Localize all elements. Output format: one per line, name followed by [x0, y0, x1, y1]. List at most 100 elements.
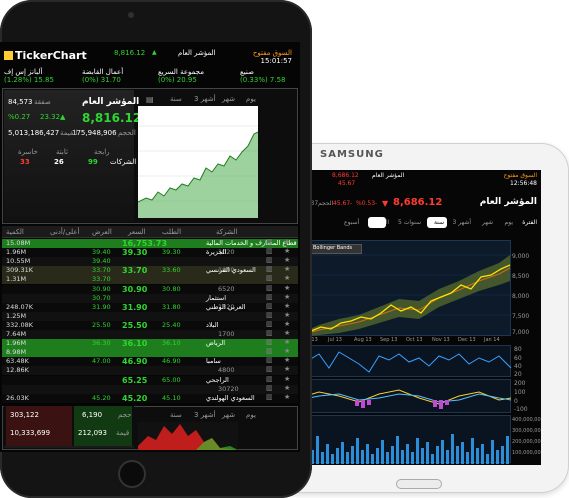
table-row[interactable]: 7.64M 1700 ▥ ★ — [2, 329, 298, 340]
row-price: 25.50 — [122, 320, 148, 330]
table-row[interactable]: 309.31K 33.70 33.70 33.60 1000 السعودي الفرنس… — [2, 265, 298, 276]
macd-panel[interactable] — [298, 379, 512, 413]
interval-select[interactable] — [368, 217, 386, 228]
table-row[interactable]: 1.96M 39.40 39.30 39.30 1020 الجزيرة ▥ ★ — [2, 247, 298, 258]
row-chart-icon[interactable]: ▥ — [266, 365, 273, 374]
tab-year[interactable]: سنة — [433, 219, 444, 226]
row-chart-icon[interactable]: ▥ — [266, 292, 273, 301]
table-row[interactable]: 30.90 30.90 30.80 6520 ▥ ★ — [2, 283, 298, 294]
liq-tab-day[interactable]: يوم — [246, 411, 256, 419]
value-amount: 5,013,186,427 — [8, 129, 60, 137]
row-star-icon[interactable]: ★ — [284, 310, 291, 319]
row-star-icon[interactable]: ★ — [284, 356, 291, 365]
table-row[interactable]: 1.25M ▥ ★ — [2, 310, 298, 321]
col-high-low[interactable]: أعلى/أدنى — [50, 228, 80, 236]
row-chart-icon[interactable]: ▥ — [266, 338, 273, 347]
liquidity-chart[interactable] — [138, 422, 238, 450]
ticker-index-name: المؤشر العام — [178, 49, 216, 57]
ticker-2-name[interactable]: أعمال القابضة — [82, 68, 124, 76]
row-chart-icon[interactable]: ▥ — [266, 247, 273, 256]
table-row[interactable]: 8.98M ▥ ★ — [2, 347, 298, 358]
tab-5years[interactable]: 5 سنوات — [398, 219, 421, 226]
col-ask[interactable]: الطلب — [162, 228, 182, 236]
col-bid[interactable]: العرض — [92, 228, 112, 236]
table-row[interactable]: 26.03K 45.20 45.20 45.10 السعودي الهولندي ▥ ★ — [2, 392, 298, 403]
tab-day[interactable]: يوم — [504, 219, 513, 226]
row-star-icon[interactable]: ★ — [284, 347, 291, 356]
row-star-icon[interactable]: ★ — [284, 338, 291, 347]
row-chart-icon[interactable]: ▥ — [266, 392, 273, 401]
tab-month[interactable]: شهر — [481, 219, 493, 226]
row-chart-icon[interactable]: ▥ — [266, 319, 273, 328]
table-row[interactable]: 15.08M 16,753.73 قطاع المصارف و الخدمات ال… — [2, 238, 298, 249]
index-chart[interactable] — [137, 106, 259, 218]
index-tab-month[interactable]: شهر — [222, 95, 235, 103]
row-star-icon[interactable]: ★ — [284, 319, 291, 328]
row-chart-icon[interactable]: ▥ — [266, 238, 273, 246]
row-chart-icon[interactable]: ▥ — [266, 329, 273, 337]
rsi-panel[interactable] — [298, 345, 512, 377]
price-chart-panel[interactable]: ✕ Bollinger Bands — [298, 240, 512, 337]
liq-tab-3months[interactable]: 3 أشهر — [194, 411, 216, 419]
volume-label: الحجم — [318, 200, 334, 207]
table-row[interactable]: 248.07K 31.90 31.90 31.80 1320 العربي الوطني ▥… — [2, 301, 298, 312]
row-price: 33.70 — [122, 266, 148, 276]
row-star-icon[interactable]: ★ — [284, 238, 291, 246]
table-row[interactable]: 332.08K 25.50 25.50 25.40 البلاد ▥ ★ — [2, 319, 298, 330]
table-row[interactable]: 30720 ▥ ★ — [2, 383, 298, 394]
row-chart-icon[interactable]: ▥ — [266, 274, 273, 283]
row-chart-icon[interactable]: ▥ — [266, 301, 273, 310]
ticker-4-name[interactable]: صنيع — [240, 68, 254, 76]
table-row[interactable]: 63.48K 47.00 46.90 46.90 سامبا ▥ ★ — [2, 356, 298, 367]
row-star-icon[interactable]: ★ — [284, 265, 291, 274]
row-star-icon[interactable]: ★ — [284, 383, 291, 392]
row-star-icon[interactable]: ★ — [284, 247, 291, 256]
chart-icon[interactable]: ▤ — [146, 95, 154, 104]
row-chart-icon[interactable]: ▥ — [266, 383, 273, 392]
row-chart-icon[interactable]: ▥ — [266, 347, 273, 356]
row-chart-icon[interactable]: ▥ — [266, 283, 273, 292]
row-chart-icon[interactable]: ▥ — [266, 356, 273, 365]
ipad-home-button[interactable] — [118, 460, 146, 488]
table-row[interactable]: 30.70 استثمار ▥ ★ — [2, 292, 298, 303]
row-chart-icon[interactable]: ▥ — [266, 374, 273, 383]
table-row[interactable]: 1.96M 36.30 36.10 36.10 الرياض ▥ ★ — [2, 338, 298, 349]
table-row[interactable]: 1.31M 33.70 ▥ ★ — [2, 274, 298, 285]
samsung-home-button[interactable] — [396, 479, 442, 489]
row-star-icon[interactable]: ★ — [284, 283, 291, 292]
watchlist-table: 15.08M 16,753.73 قطاع المصارف و الخدمات ال… — [2, 239, 298, 403]
liq-tab-year[interactable]: سنة — [170, 411, 182, 419]
col-qty[interactable]: الكمية — [6, 228, 24, 236]
volume-panel[interactable] — [298, 415, 511, 464]
row-star-icon[interactable]: ★ — [284, 256, 291, 265]
table-row[interactable]: 10.55M 39.40 ▥ ★ — [2, 256, 298, 267]
index-tab-year[interactable]: سنة — [170, 95, 182, 103]
tab-week[interactable]: أسبوع — [344, 219, 360, 226]
tab-year-active[interactable] — [427, 217, 447, 228]
row-qty: 26.03K — [6, 393, 29, 402]
liq-tab-month[interactable]: شهر — [222, 411, 235, 419]
index-tab-day[interactable]: يوم — [246, 95, 256, 103]
row-chart-icon[interactable]: ▥ — [266, 265, 273, 274]
liquidity-chart-svg — [138, 424, 238, 450]
row-star-icon[interactable]: ★ — [284, 274, 291, 283]
row-chart-icon[interactable]: ▥ — [266, 256, 273, 265]
bollinger-band-area — [301, 255, 510, 337]
row-star-icon[interactable]: ★ — [284, 292, 291, 301]
row-star-icon[interactable]: ★ — [284, 301, 291, 310]
col-company[interactable]: الشركة — [216, 228, 238, 236]
tab-3months[interactable]: 3 أشهر — [452, 219, 471, 226]
row-star-icon[interactable]: ★ — [284, 392, 291, 401]
row-star-icon[interactable]: ★ — [284, 374, 291, 383]
table-row[interactable]: 65.25 65.00 الراجحي ▥ ★ — [2, 374, 298, 385]
row-bid: 45.20 — [92, 393, 111, 402]
row-star-icon[interactable]: ★ — [284, 365, 291, 374]
col-price[interactable]: السعر — [128, 228, 146, 236]
index-tab-3months[interactable]: 3 أشهر — [194, 95, 216, 103]
rsi-tick-2: 40 — [514, 363, 522, 370]
ticker-3-name[interactable]: مجموعة السريع — [158, 68, 204, 76]
row-chart-icon[interactable]: ▥ — [266, 310, 273, 319]
row-star-icon[interactable]: ★ — [284, 329, 291, 337]
ticker-1-name[interactable]: ألبانز إس إف — [4, 68, 43, 76]
table-row[interactable]: 12.86K 4800 ▥ ★ — [2, 365, 298, 376]
